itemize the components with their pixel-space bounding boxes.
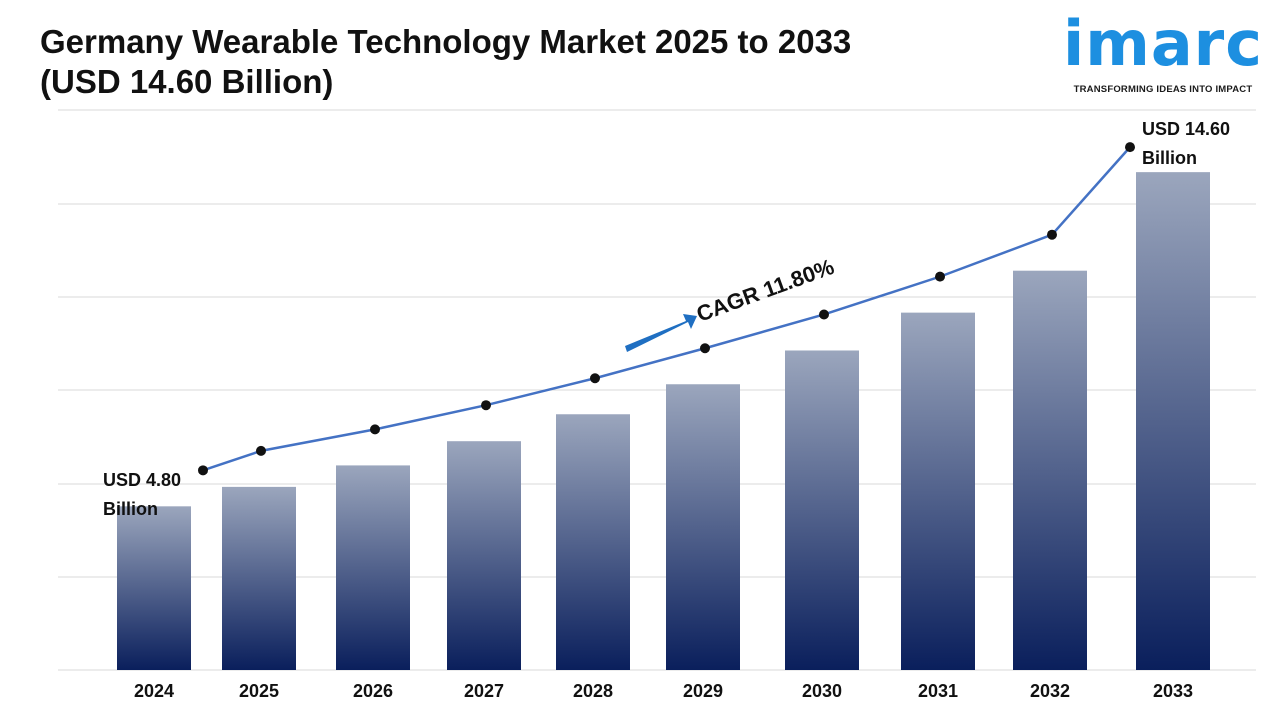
end-value-label-line-2: Billion: [1142, 148, 1197, 168]
line-marker-2026: [370, 424, 380, 435]
imarc-logo: imarc TRANSFORMING IDEAS INTO IMPACT: [1060, 8, 1266, 98]
x-tick-label-2029: 2029: [683, 681, 723, 701]
line-marker-2033: [1125, 142, 1135, 153]
x-tick-label-2025: 2025: [239, 681, 279, 701]
x-axis-ticks: 2024 2025 2026 2027 2028 2029 2030 2031 2032 2033: [134, 681, 1193, 701]
x-tick-label-2028: 2028: [573, 681, 613, 701]
bar-2033: [1136, 172, 1210, 670]
chart-title: Germany Wearable Technology Market 2025 …: [40, 22, 1000, 102]
bar-2032: [1013, 270, 1087, 670]
bar-2028: [556, 414, 630, 670]
line-marker-2027: [481, 400, 491, 411]
bar-2031: [901, 312, 975, 670]
bar-2024: [117, 506, 191, 670]
line-marker-2025: [256, 445, 266, 456]
line-marker-2031: [935, 271, 945, 282]
x-tick-label-2031: 2031: [918, 681, 958, 701]
x-tick-label-2032: 2032: [1030, 681, 1070, 701]
line-marker-2029: [700, 343, 710, 354]
x-tick-label-2026: 2026: [353, 681, 393, 701]
line-marker-2028: [590, 373, 600, 384]
x-tick-label-2033: 2033: [1153, 681, 1193, 701]
bar-2029: [666, 384, 740, 670]
bar-2025: [222, 486, 296, 670]
cagr-arrow: [625, 314, 697, 352]
logo-tagline: TRANSFORMING IDEAS INTO IMPACT: [1073, 84, 1253, 95]
bar-2030: [785, 350, 859, 670]
line-marker-2032: [1047, 229, 1057, 240]
x-tick-label-2024: 2024: [134, 681, 174, 701]
trend-line-series: [198, 142, 1135, 476]
logo-wordmark: imarc: [1062, 7, 1264, 80]
bars: [117, 172, 1210, 670]
chart-title-line-2: (USD 14.60 Billion): [40, 63, 334, 100]
bar-2026: [336, 465, 410, 670]
end-value-label-line-1: USD 14.60: [1142, 119, 1230, 139]
trend-line: [202, 146, 1131, 472]
line-marker-2030: [819, 309, 829, 320]
start-value-label-line-1: USD 4.80: [103, 470, 181, 490]
chart-title-line-1: Germany Wearable Technology Market 2025 …: [40, 23, 852, 60]
x-tick-label-2030: 2030: [802, 681, 842, 701]
x-tick-label-2027: 2027: [464, 681, 504, 701]
bar-2027: [447, 441, 521, 670]
cagr-arrow-icon: [625, 314, 697, 352]
start-value-label-line-2: Billion: [103, 499, 158, 519]
line-marker-2024: [198, 465, 208, 476]
